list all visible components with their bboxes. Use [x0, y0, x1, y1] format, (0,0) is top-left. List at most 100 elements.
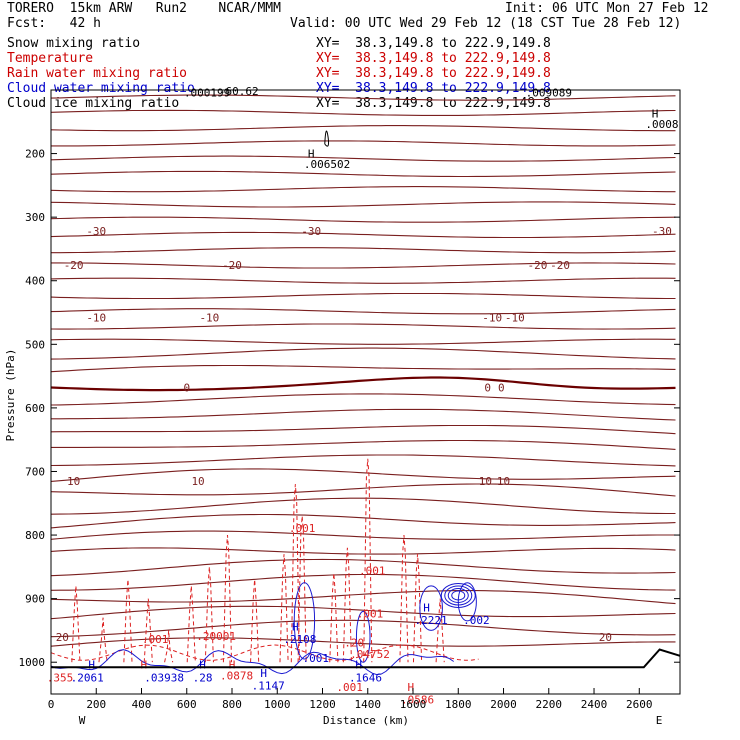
rain-contour — [297, 515, 307, 663]
y-tick-label: 700 — [25, 465, 45, 478]
isotherm-label: -30 — [301, 225, 321, 238]
cloud-ice-contours — [324, 130, 330, 147]
contour-labels: -60.62.000199.009089H.0008H.006502.001.0… — [47, 85, 679, 706]
plot-frame — [50, 89, 681, 695]
isotherm-line — [50, 109, 676, 116]
isotherm-line — [50, 125, 676, 132]
field-label: H — [260, 667, 267, 680]
x-tick-label: 800 — [222, 698, 242, 711]
field-label: .009089 — [526, 86, 572, 99]
isotherm-label: -20 — [222, 259, 242, 272]
y-tick-label: 500 — [25, 338, 45, 351]
isotherm-line — [50, 619, 676, 638]
field-label: .355 — [47, 671, 74, 684]
isotherm-line — [50, 605, 676, 620]
field-label: .2108 — [283, 633, 316, 646]
field-label: H — [88, 659, 95, 672]
y-tick-label: 1000 — [19, 656, 46, 669]
field-label: .001 — [142, 633, 169, 646]
field-label: .001 — [336, 681, 363, 694]
isotherm-line — [50, 424, 676, 435]
isotherm-line — [50, 454, 676, 467]
field-label: .0586 — [401, 694, 434, 707]
cloud-water-contour — [457, 582, 477, 622]
x-tick-label: 2200 — [536, 698, 563, 711]
field-label: .1147 — [252, 680, 285, 693]
isotherm-line — [50, 393, 676, 406]
valid-time: Valid: 00 UTC Wed 29 Feb 12 (18 CST Tue … — [290, 16, 682, 31]
isotherm-label: -20 — [550, 259, 570, 272]
isotherm-label: 20 — [599, 631, 612, 644]
isotherm-line — [50, 530, 676, 540]
rain-contour — [186, 585, 196, 663]
y-tick-label: 600 — [25, 402, 45, 415]
field-label: .001 — [302, 652, 329, 665]
field-label: H — [140, 659, 147, 672]
isotherm-line — [50, 483, 676, 497]
field-label: H — [407, 681, 414, 694]
isotherm-label: 0 — [498, 382, 505, 395]
x-tick-label: 600 — [177, 698, 197, 711]
x-tick-label: 2000 — [490, 698, 517, 711]
isotherm-line — [51, 408, 676, 421]
legend-label-rain: Rain water mixing ratio — [7, 66, 188, 81]
x-tick-label: 1600 — [400, 698, 427, 711]
field-label: .04752 — [350, 648, 390, 661]
isotherm-label: -30 — [86, 225, 106, 238]
isotherm-line — [50, 637, 676, 647]
isotherm-label: -20 — [528, 259, 548, 272]
x-tick-label: 200 — [86, 698, 106, 711]
rain-contour — [399, 535, 409, 663]
field-label: .001 — [359, 564, 386, 577]
cloud-water-contour — [50, 649, 454, 676]
isotherm-line — [50, 573, 676, 591]
x-axis-label: Distance (km) — [323, 714, 409, 727]
cloud-water-core — [444, 585, 473, 606]
field-label: H — [423, 601, 430, 614]
cloud-water-core — [451, 590, 466, 601]
isotherm-line — [51, 140, 676, 147]
ground-surface — [51, 648, 681, 669]
field-label: H — [229, 659, 236, 672]
rain-contour — [363, 458, 373, 663]
forecast-hour: Fcst: 42 h — [7, 16, 101, 31]
field-label: .0008 — [645, 118, 678, 131]
field-label: .2221 — [415, 614, 448, 627]
x-tick-label: 400 — [132, 698, 152, 711]
isotherm-line — [51, 262, 676, 269]
field-label: .000199 — [184, 86, 230, 99]
field-label: .20001 — [196, 630, 236, 643]
isotherm-label: 10 — [497, 475, 510, 488]
y-tick-label: 900 — [25, 593, 45, 606]
rain-contour — [98, 617, 108, 663]
cloud-water-contour — [355, 610, 371, 663]
isotherm-line — [50, 170, 676, 178]
isotherm-label: 10 — [191, 475, 204, 488]
legend-label-cloud-ice: Cloud ice mixing ratio — [7, 96, 180, 111]
isotherm-line — [50, 347, 676, 360]
isotherm-label: -10 — [199, 312, 219, 325]
rain-contour — [290, 484, 300, 663]
cloud-water-contour — [419, 585, 443, 631]
rain-contour — [435, 598, 445, 663]
field-label: .03938 — [144, 671, 184, 684]
isotherm-label: -30 — [652, 225, 672, 238]
y-tick-label: 800 — [25, 529, 45, 542]
isotherm-line — [50, 468, 676, 482]
field-label: .20 — [344, 636, 364, 649]
legend-xy-snow: XY= 38.3,149.8 to 222.9,149.8 — [316, 36, 551, 51]
rain-contour — [204, 566, 214, 663]
isotherm-line — [50, 201, 676, 208]
isotherm-line — [50, 155, 676, 162]
isotherm-label: -10 — [86, 312, 106, 325]
isotherm-line — [50, 231, 676, 239]
cloud-water-contours — [50, 582, 477, 676]
rain-contour — [123, 579, 133, 663]
rain-contour — [279, 554, 289, 663]
isotherm-line — [50, 497, 676, 515]
cloud-ice-contour — [324, 130, 330, 147]
isotherm-label: 0 — [484, 382, 491, 395]
isotherm-line — [50, 547, 676, 555]
